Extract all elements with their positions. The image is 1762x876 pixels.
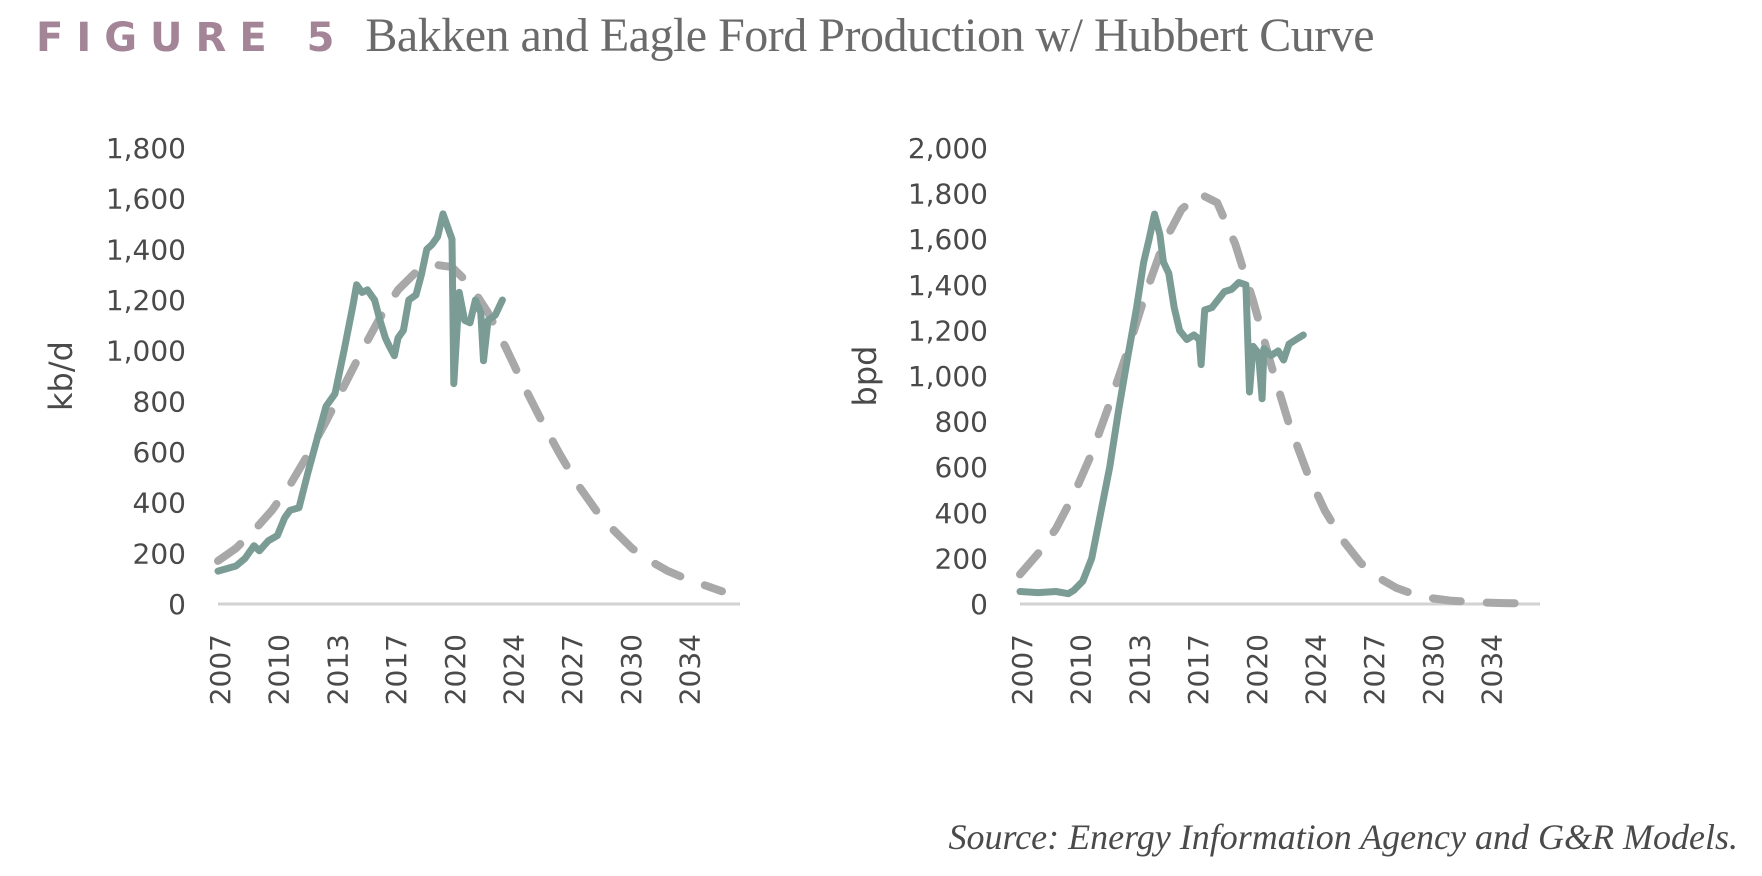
eagle-ford-y-axis-label: bpd [846,346,884,407]
bakken-x-tick-label: 2034 [674,634,707,705]
bakken-y-tick-label: 200 [133,537,186,570]
eagle-ford-x-tick-label: 2007 [1006,634,1039,705]
eagle-ford-x-tick-label: 2013 [1123,634,1156,705]
bakken-x-tick-label: 2020 [439,634,472,705]
eagle-ford-y-tick-label: 0 [970,588,988,621]
bakken-y-tick-label: 1,600 [106,183,186,216]
bakken-x-tick-label: 2027 [556,634,589,705]
eagle-ford-x-tick-label: 2017 [1182,634,1215,705]
eagle-ford-chart: 0 200 400 600 800 1,000 1,200 1,400 1,600 1,800 2,… [846,132,1540,705]
eagle-ford-y-tick-label: 2,000 [908,132,988,165]
eagle-ford-x-tick-label: 2024 [1300,634,1333,705]
eagle-ford-hubbert-curve-line [1016,189,1527,608]
eagle-ford-x-tick-label: 2034 [1476,634,1509,705]
bakken-y-tick-label: 0 [168,588,186,621]
bakken-hubbert-curve-line [214,260,726,596]
eagle-ford-x-tick-label: 2010 [1065,634,1098,705]
source-note: Source: Energy Information Agency and G&… [948,817,1739,857]
figure-label: FIGURE 5 [36,15,348,61]
bakken-y-tick-label: 1,400 [106,233,186,266]
bakken-y-tick-label: 1,800 [106,132,186,165]
bakken-y-tick-label: 1,000 [106,335,186,368]
eagle-ford-y-tick-label: 1,200 [908,314,988,347]
eagle-ford-y-tick-label: 1,000 [908,360,988,393]
eagle-ford-x-tick-label: 2030 [1417,634,1450,705]
eagle-ford-x-tick-label: 2027 [1358,634,1391,705]
bakken-x-tick-label: 2010 [263,634,296,705]
eagle-ford-y-tick-label: 1,400 [908,269,988,302]
bakken-y-tick-label: 800 [133,385,186,418]
bakken-x-tick-label: 2013 [321,634,354,705]
eagle-ford-production-line [1016,210,1307,598]
bakken-y-tick-label: 600 [133,436,186,469]
bakken-chart: 0 200 400 600 800 1,000 1,200 1,400 1,600 1,800 20… [42,132,740,705]
eagle-ford-y-tick-label: 800 [935,406,988,439]
eagle-ford-x-tick-label: 2020 [1241,634,1274,705]
bakken-x-tick-label: 2007 [204,634,237,705]
bakken-y-axis-label: kb/d [42,341,80,411]
bakken-x-tick-label: 2030 [615,634,648,705]
bakken-y-tick-label: 400 [133,487,186,520]
eagle-ford-y-tick-label: 1,800 [908,178,988,211]
bakken-y-tick-label: 1,200 [106,284,186,317]
bakken-x-tick-label: 2024 [498,634,531,705]
bakken-production-line [214,210,506,575]
eagle-ford-y-tick-label: 600 [935,451,988,484]
eagle-ford-y-tick-label: 400 [935,497,988,530]
eagle-ford-y-tick-label: 200 [935,542,988,575]
figure-header: FIGURE 5 Bakken and Eagle Ford Productio… [36,8,1375,78]
figure-title: Bakken and Eagle Ford Production w/ Hubb… [365,9,1375,62]
bakken-x-tick-label: 2017 [380,634,413,705]
eagle-ford-y-tick-label: 1,600 [908,223,988,256]
